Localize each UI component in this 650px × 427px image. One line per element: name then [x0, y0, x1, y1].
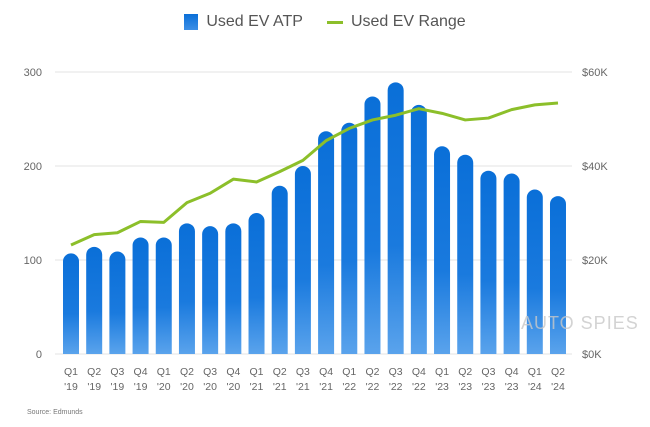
x-tick-label-year: '24	[551, 381, 565, 393]
legend: Used EV ATP Used EV Range	[0, 13, 650, 31]
legend-label-atp: Used EV ATP	[206, 13, 303, 30]
left-tick-label: 0	[36, 349, 42, 361]
x-tick-label: Q3	[481, 366, 495, 378]
x-tick-label-year: '21	[296, 381, 310, 393]
x-tick-label: Q3	[110, 366, 124, 378]
bar	[248, 213, 265, 354]
left-tick-label: 300	[24, 67, 42, 79]
x-tick-label: Q4	[412, 366, 426, 378]
x-tick-label-year: '22	[389, 381, 403, 393]
x-tick-label: Q4	[319, 366, 333, 378]
bar	[63, 253, 79, 354]
right-tick-label: $40K	[582, 161, 608, 173]
source-note: Source: Edmunds	[27, 409, 83, 416]
legend-item-range: Used EV Range	[326, 13, 466, 31]
x-tick-label: Q2	[551, 366, 565, 378]
bar	[109, 251, 126, 354]
watermark-logo: AUTO SPIES	[521, 313, 639, 333]
x-tick-label-year: '19	[87, 381, 101, 393]
bar	[132, 237, 149, 354]
bar	[202, 226, 219, 354]
x-tick-label: Q1	[157, 366, 171, 378]
bar	[434, 146, 451, 354]
x-tick-label-year: '23	[435, 381, 449, 393]
x-tick-label-year: '22	[366, 381, 380, 393]
x-tick-label: Q4	[505, 366, 519, 378]
x-tick-label-year: '22	[412, 381, 426, 393]
bar	[480, 170, 497, 354]
x-tick-label-year: '24	[528, 381, 542, 393]
x-tick-label: Q2	[180, 366, 194, 378]
legend-item-atp: Used EV ATP	[184, 13, 303, 31]
x-tick-label: Q2	[273, 366, 287, 378]
bar	[86, 246, 103, 354]
right-tick-label: $20K	[582, 255, 608, 267]
x-tick-label-year: '23	[482, 381, 496, 393]
x-tick-label: Q1	[64, 366, 78, 378]
x-tick-label: Q3	[203, 366, 217, 378]
x-tick-label-year: '19	[111, 381, 125, 393]
x-tick-label: Q4	[226, 366, 240, 378]
x-tick-label-year: '23	[458, 381, 472, 393]
bar	[318, 131, 335, 354]
bar	[526, 189, 543, 354]
bar	[457, 154, 474, 354]
bar	[155, 237, 172, 354]
x-tick-label-year: '22	[342, 381, 356, 393]
x-tick-label: Q2	[87, 366, 101, 378]
x-tick-label-year: '20	[180, 381, 194, 393]
bar	[294, 166, 311, 354]
x-tick-label: Q1	[435, 366, 449, 378]
bar	[178, 223, 195, 354]
bar	[341, 122, 358, 354]
bar	[387, 82, 404, 354]
left-tick-label: 200	[24, 161, 42, 173]
x-tick-label: Q1	[528, 366, 542, 378]
legend-label-range: Used EV Range	[350, 13, 466, 30]
x-tick-label-year: '19	[64, 381, 78, 393]
x-tick-label-year: '23	[505, 381, 519, 393]
x-tick-label-year: '21	[319, 381, 333, 393]
legend-swatch-bar	[184, 14, 199, 30]
x-tick-label: Q4	[134, 366, 148, 378]
bar	[549, 196, 566, 354]
right-tick-label: $0K	[582, 349, 602, 361]
x-tick-label-year: '21	[250, 381, 264, 393]
bar	[271, 185, 288, 354]
legend-swatch-line	[326, 20, 343, 24]
left-tick-label: 100	[24, 255, 42, 267]
x-tick-label-year: '20	[157, 381, 171, 393]
x-tick-label: Q3	[296, 366, 310, 378]
x-tick-label: Q3	[389, 366, 403, 378]
bar	[364, 96, 381, 354]
range-line	[70, 101, 559, 247]
x-tick-label-year: '20	[226, 381, 240, 393]
right-tick-label: $60K	[582, 67, 608, 79]
x-tick-label-year: '19	[134, 381, 148, 393]
bar	[410, 104, 427, 355]
bar	[225, 223, 242, 354]
x-tick-label: Q2	[458, 366, 472, 378]
x-tick-label-year: '21	[273, 381, 287, 393]
x-tick-label: Q2	[365, 366, 379, 378]
x-tick-label: Q1	[250, 366, 264, 378]
x-tick-label-year: '20	[203, 381, 217, 393]
x-tick-label: Q1	[342, 366, 356, 378]
bar	[503, 173, 520, 354]
